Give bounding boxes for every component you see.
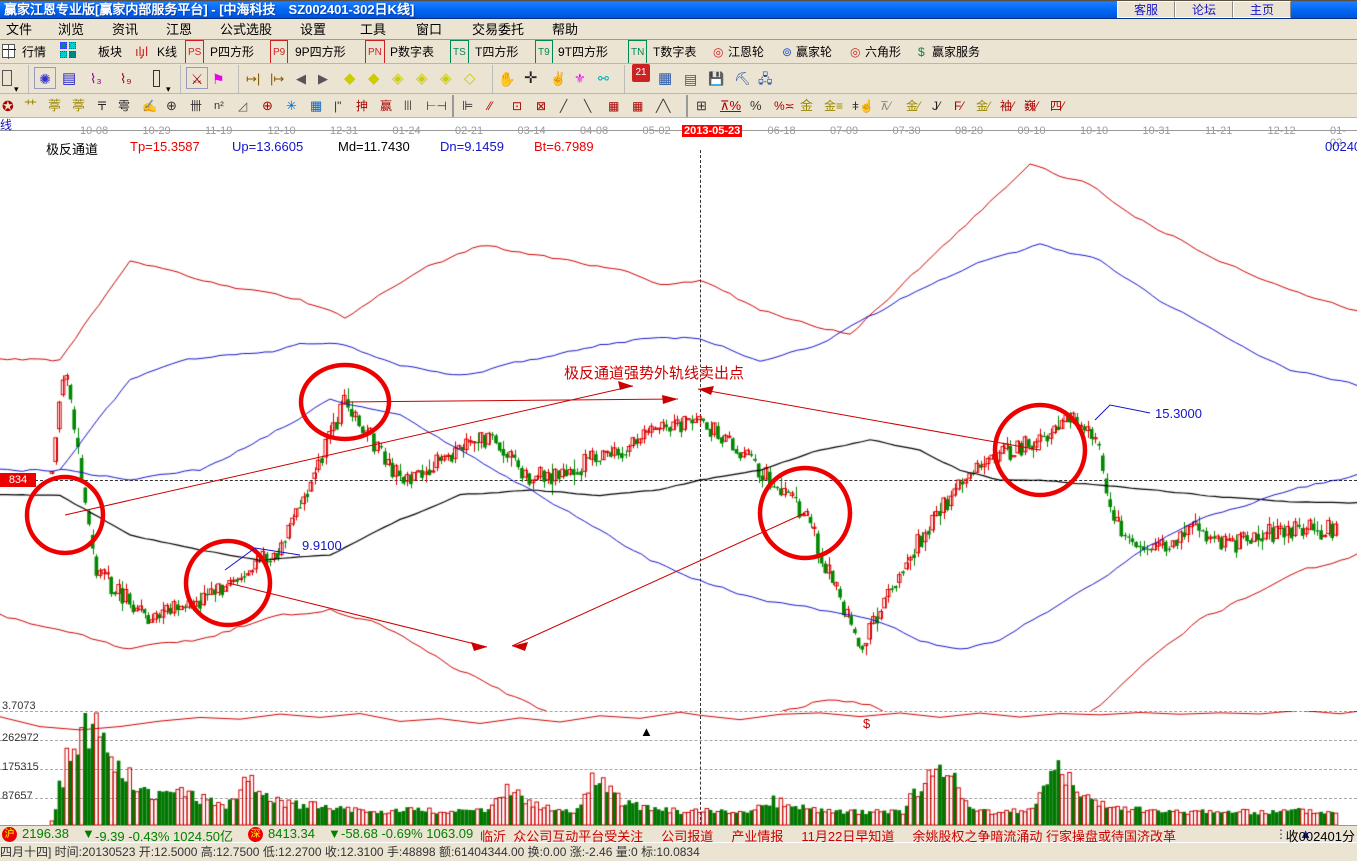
svg-text:15.3000: 15.3000 — [1155, 406, 1202, 421]
svg-text:9.9100: 9.9100 — [302, 538, 342, 553]
svg-text:极反通道强势外轨线卖出点: 极反通道强势外轨线卖出点 — [564, 365, 744, 382]
